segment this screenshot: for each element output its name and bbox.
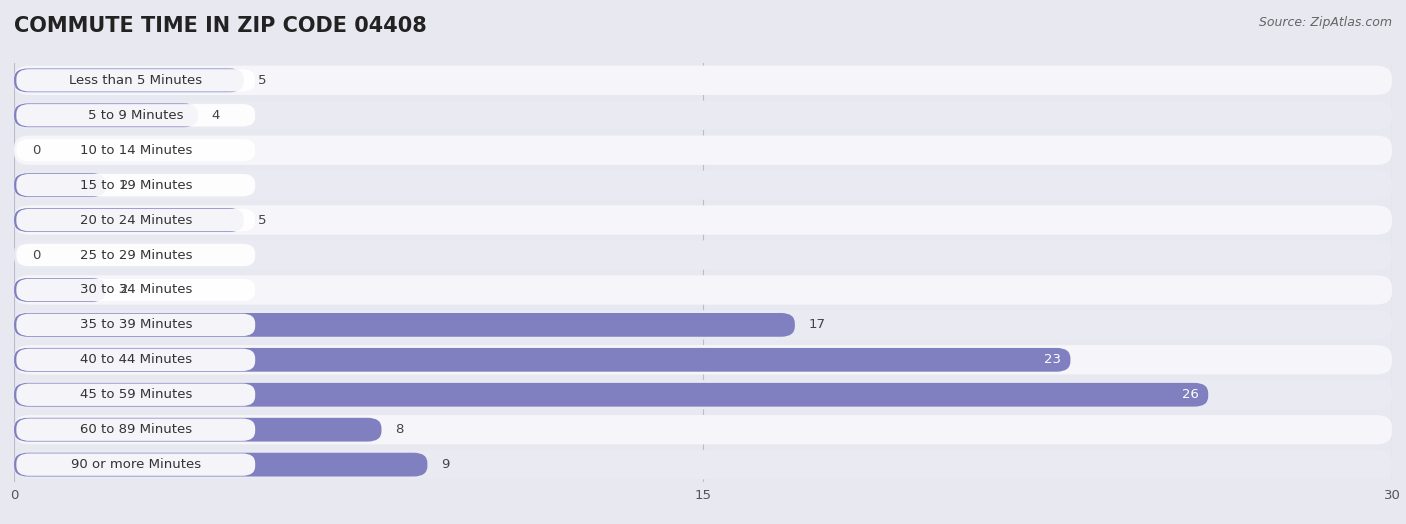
FancyBboxPatch shape <box>17 384 256 406</box>
FancyBboxPatch shape <box>14 205 1392 235</box>
Text: 0: 0 <box>32 248 41 261</box>
FancyBboxPatch shape <box>14 345 1392 375</box>
Text: 20 to 24 Minutes: 20 to 24 Minutes <box>80 214 193 226</box>
FancyBboxPatch shape <box>17 69 256 92</box>
Text: 10 to 14 Minutes: 10 to 14 Minutes <box>80 144 193 157</box>
FancyBboxPatch shape <box>14 69 243 92</box>
Text: 25 to 29 Minutes: 25 to 29 Minutes <box>80 248 193 261</box>
FancyBboxPatch shape <box>14 241 1392 270</box>
Text: 90 or more Minutes: 90 or more Minutes <box>70 458 201 471</box>
Text: Source: ZipAtlas.com: Source: ZipAtlas.com <box>1258 16 1392 29</box>
FancyBboxPatch shape <box>14 415 1392 444</box>
FancyBboxPatch shape <box>14 348 1070 372</box>
Text: 8: 8 <box>395 423 404 436</box>
FancyBboxPatch shape <box>17 209 256 231</box>
FancyBboxPatch shape <box>17 314 256 336</box>
FancyBboxPatch shape <box>17 139 256 161</box>
FancyBboxPatch shape <box>14 383 1208 407</box>
Text: 5: 5 <box>257 214 266 226</box>
Text: 5: 5 <box>257 74 266 87</box>
Text: 2: 2 <box>120 179 128 192</box>
FancyBboxPatch shape <box>17 279 256 301</box>
FancyBboxPatch shape <box>14 310 1392 340</box>
FancyBboxPatch shape <box>14 136 1392 165</box>
FancyBboxPatch shape <box>14 275 1392 304</box>
Text: COMMUTE TIME IN ZIP CODE 04408: COMMUTE TIME IN ZIP CODE 04408 <box>14 16 427 36</box>
Text: 15 to 19 Minutes: 15 to 19 Minutes <box>80 179 193 192</box>
Text: 2: 2 <box>120 283 128 297</box>
Text: 9: 9 <box>441 458 450 471</box>
Text: 0: 0 <box>32 144 41 157</box>
FancyBboxPatch shape <box>14 173 105 197</box>
Text: 17: 17 <box>808 319 825 331</box>
FancyBboxPatch shape <box>17 174 256 196</box>
Text: Less than 5 Minutes: Less than 5 Minutes <box>69 74 202 87</box>
FancyBboxPatch shape <box>17 348 256 371</box>
Text: 60 to 89 Minutes: 60 to 89 Minutes <box>80 423 191 436</box>
FancyBboxPatch shape <box>17 453 256 476</box>
FancyBboxPatch shape <box>14 453 427 476</box>
FancyBboxPatch shape <box>14 380 1392 409</box>
FancyBboxPatch shape <box>14 313 794 337</box>
FancyBboxPatch shape <box>17 104 256 126</box>
Text: 5 to 9 Minutes: 5 to 9 Minutes <box>89 109 184 122</box>
FancyBboxPatch shape <box>14 208 243 232</box>
Text: 26: 26 <box>1182 388 1199 401</box>
FancyBboxPatch shape <box>14 66 1392 95</box>
FancyBboxPatch shape <box>17 244 256 266</box>
FancyBboxPatch shape <box>17 419 256 441</box>
Text: 4: 4 <box>211 109 219 122</box>
FancyBboxPatch shape <box>14 418 381 442</box>
Text: 35 to 39 Minutes: 35 to 39 Minutes <box>80 319 193 331</box>
Text: 23: 23 <box>1045 353 1062 366</box>
FancyBboxPatch shape <box>14 170 1392 200</box>
FancyBboxPatch shape <box>14 101 1392 130</box>
FancyBboxPatch shape <box>14 450 1392 479</box>
FancyBboxPatch shape <box>14 103 198 127</box>
Text: 45 to 59 Minutes: 45 to 59 Minutes <box>80 388 193 401</box>
Text: 30 to 34 Minutes: 30 to 34 Minutes <box>80 283 193 297</box>
FancyBboxPatch shape <box>14 278 105 302</box>
Text: 40 to 44 Minutes: 40 to 44 Minutes <box>80 353 191 366</box>
